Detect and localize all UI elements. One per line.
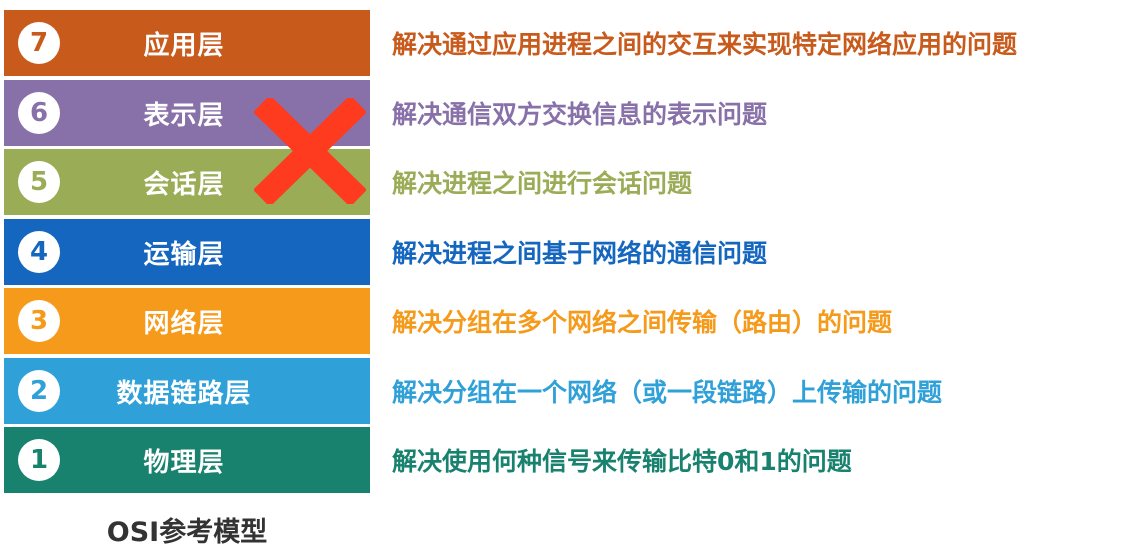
layer-number-badge: 4: [18, 231, 60, 273]
layer-description: 解决分组在多个网络之间传输（路由）的问题: [392, 308, 893, 337]
layer-name: 数据链路层: [116, 378, 252, 409]
layer-name: 物理层: [143, 447, 225, 478]
cross-mark-icon: [254, 98, 366, 204]
layer-number-badge: 1: [18, 439, 60, 481]
layer-number-badge: 3: [18, 300, 60, 342]
layer-description: 解决分组在一个网络（或一段链路）上传输的问题: [392, 378, 943, 407]
layer-name: 网络层: [143, 308, 225, 339]
layer-row-1: 1 物理层: [4, 427, 370, 493]
model-caption: OSI参考模型: [106, 517, 268, 548]
layer-description: 解决通信双方交换信息的表示问题: [392, 100, 768, 129]
layer-row-4: 4 运输层: [4, 219, 370, 285]
layer-number-badge: 6: [18, 92, 60, 134]
layer-row-7: 7 应用层: [4, 10, 370, 76]
layer-description: 解决通过应用进程之间的交互来实现特定网络应用的问题: [392, 30, 1018, 59]
layer-number-badge: 7: [18, 22, 60, 64]
layer-name: 会话层: [143, 169, 225, 200]
layer-number-badge: 2: [18, 370, 60, 412]
layer-row-2: 2 数据链路层: [4, 358, 370, 424]
layer-name: 表示层: [143, 100, 225, 131]
layer-name: 运输层: [143, 239, 225, 270]
layer-row-3: 3 网络层: [4, 288, 370, 354]
layer-description: 解决进程之间进行会话问题: [392, 169, 693, 198]
layer-description: 解决使用何种信号来传输比特0和1的问题: [392, 447, 852, 476]
layer-name: 应用层: [143, 30, 225, 61]
layer-number-badge: 5: [18, 161, 60, 203]
layer-description: 解决进程之间基于网络的通信问题: [392, 239, 768, 268]
